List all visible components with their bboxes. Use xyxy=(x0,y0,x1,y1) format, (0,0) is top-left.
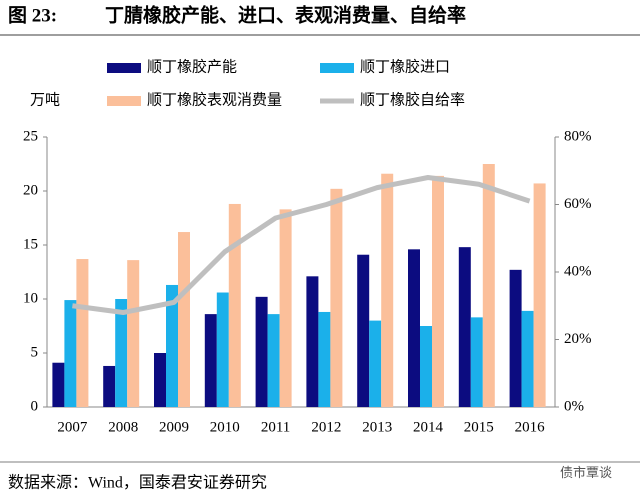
y-tick-label: 25 xyxy=(23,128,38,144)
bar xyxy=(306,276,319,407)
figure-label: 图 23: xyxy=(8,4,57,26)
bar xyxy=(103,365,116,407)
y-tick-label: 20 xyxy=(23,182,38,198)
legend-swatch xyxy=(107,96,141,106)
y-axis-unit: 万吨 xyxy=(30,91,60,108)
legend-label: 顺丁橡胶表观消费量 xyxy=(147,91,282,108)
y2-tick-label: 60% xyxy=(564,196,592,212)
x-tick-label: 2015 xyxy=(464,419,494,435)
x-tick-label: 2008 xyxy=(108,419,138,435)
bar xyxy=(381,173,394,407)
x-tick-label: 2010 xyxy=(210,419,240,435)
bar xyxy=(482,164,495,407)
bar xyxy=(127,260,140,407)
y-tick-label: 15 xyxy=(23,236,38,252)
bar xyxy=(509,269,522,407)
source: 数据来源：Wind，国泰君安证券研究 xyxy=(8,474,267,492)
x-tick-label: 2007 xyxy=(57,419,88,435)
watermark: 债市覃谈 xyxy=(560,465,612,480)
bar xyxy=(166,284,178,407)
y2-tick-label: 40% xyxy=(564,263,592,279)
bar xyxy=(255,296,268,407)
bar xyxy=(115,299,128,407)
bar xyxy=(279,209,292,407)
bar xyxy=(64,300,77,407)
bar xyxy=(154,353,166,407)
bar xyxy=(330,188,343,407)
bar xyxy=(533,183,546,407)
bar xyxy=(432,175,444,407)
y-tick-label: 10 xyxy=(23,290,38,306)
bar xyxy=(408,249,420,407)
bar xyxy=(369,320,382,407)
legend-swatch xyxy=(320,63,354,73)
bar xyxy=(470,317,483,407)
bar xyxy=(458,247,471,407)
bar xyxy=(318,311,331,407)
x-tick-label: 2012 xyxy=(311,419,341,435)
legend-label: 顺丁橡胶自给率 xyxy=(360,91,465,108)
x-tick-label: 2014 xyxy=(413,419,444,435)
bar xyxy=(521,310,534,407)
y2-tick-label: 20% xyxy=(564,331,592,347)
bar xyxy=(52,362,65,407)
chart-title: 丁腈橡胶产能、进口、表观消费量、自给率 xyxy=(105,3,466,26)
legend-swatch xyxy=(107,63,141,73)
legend-label: 顺丁橡胶产能 xyxy=(147,58,237,75)
x-tick-label: 2011 xyxy=(261,419,290,435)
legend-label: 顺丁橡胶进口 xyxy=(360,58,450,75)
y2-tick-label: 0% xyxy=(564,398,584,414)
bar xyxy=(178,232,190,407)
bar xyxy=(357,254,370,407)
bar xyxy=(228,203,241,407)
y-tick-label: 0 xyxy=(31,398,39,414)
bar xyxy=(76,259,89,407)
bar xyxy=(267,314,280,407)
bar xyxy=(204,314,217,407)
y2-tick-label: 80% xyxy=(564,128,592,144)
x-tick-label: 2016 xyxy=(515,419,546,435)
x-tick-label: 2013 xyxy=(362,419,392,435)
x-tick-label: 2009 xyxy=(159,419,189,435)
line xyxy=(72,175,531,315)
y-tick-label: 5 xyxy=(31,344,39,360)
bar xyxy=(420,326,432,407)
bar xyxy=(216,292,229,407)
